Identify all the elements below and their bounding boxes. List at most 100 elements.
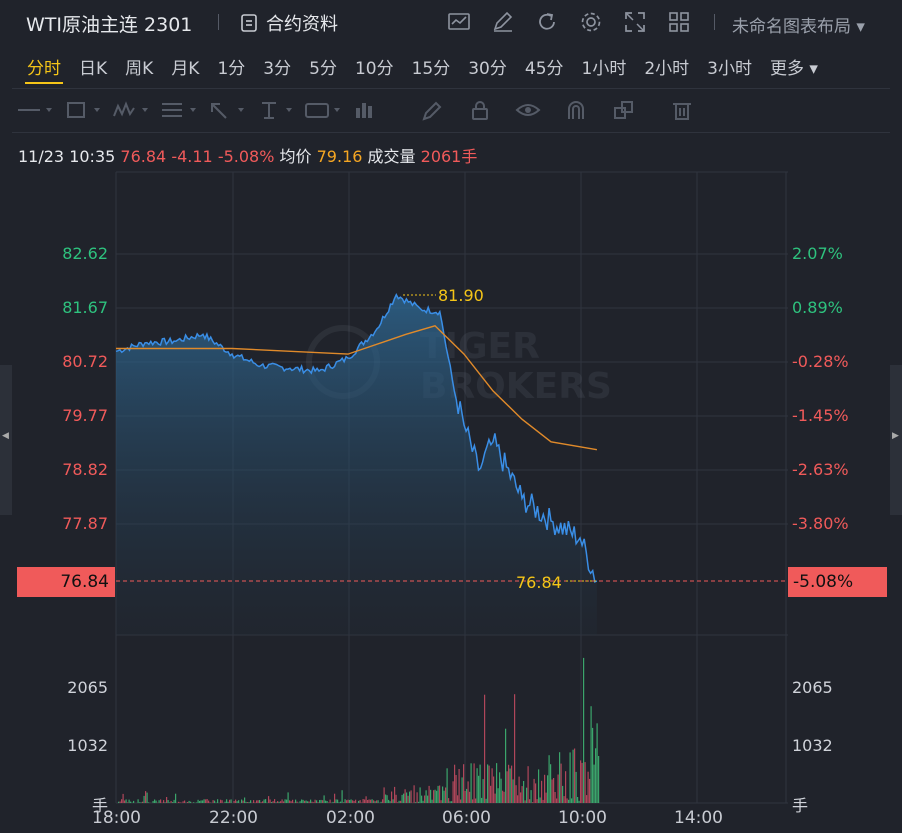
tab-5min[interactable]: 5分	[309, 59, 337, 79]
volume-bar	[164, 802, 166, 803]
header-toolbar	[446, 9, 692, 35]
volume-bar	[569, 752, 571, 803]
volume-bar	[184, 800, 186, 803]
volume-bar	[401, 794, 403, 803]
volume-bar	[127, 802, 129, 803]
caret-down-icon: ▾	[809, 59, 818, 79]
tab-30min[interactable]: 30分	[468, 59, 507, 79]
volume-bar	[256, 800, 258, 803]
volume-bar	[125, 799, 127, 803]
volume-bar	[440, 800, 442, 803]
tab-monthly[interactable]: 月K	[171, 59, 200, 79]
refresh-icon[interactable]	[534, 9, 560, 35]
volume-bar	[595, 748, 597, 803]
quote-change-pct: -5.08%	[217, 147, 275, 166]
tab-45min[interactable]: 45分	[524, 59, 564, 79]
brush-icon	[422, 101, 442, 121]
right-panel-toggle[interactable]: ▶	[890, 365, 902, 515]
volume-bar	[293, 802, 295, 803]
tab-weekly[interactable]: 周K	[125, 59, 154, 79]
text-tool[interactable]	[252, 95, 300, 125]
indicator-icon[interactable]	[446, 9, 472, 35]
volume-bar	[227, 801, 229, 803]
volume-bar	[593, 764, 595, 803]
tab-more[interactable]: 更多 ▾	[761, 54, 827, 82]
chevron-right-icon: ▶	[892, 431, 899, 441]
volume-bar	[359, 800, 361, 803]
volume-bar	[458, 769, 460, 803]
left-panel-toggle[interactable]: ◀	[0, 365, 12, 515]
bar-chart-icon	[356, 103, 372, 118]
volume-unit-right: 手	[792, 796, 809, 815]
rect-tool[interactable]	[60, 95, 108, 125]
volume-bar	[463, 764, 465, 803]
volume-bar	[590, 706, 592, 803]
time-tick-5: 10:00	[558, 808, 607, 828]
volume-bar	[158, 800, 160, 803]
volume-bar	[538, 769, 540, 803]
volume-tick-right-2: 1032	[792, 736, 833, 755]
layout-selector[interactable]: 未命名图表布局 ▾	[732, 12, 865, 37]
tab-3hour[interactable]: 3小时	[707, 59, 752, 79]
bar-tool[interactable]	[348, 95, 396, 125]
volume-bar	[584, 762, 586, 803]
fib-tool[interactable]	[156, 95, 204, 125]
grid-layout-icon[interactable]	[666, 9, 692, 35]
visibility-tool[interactable]	[504, 95, 552, 125]
gear-icon[interactable]	[578, 9, 604, 35]
fullscreen-icon[interactable]	[622, 9, 648, 35]
volume-bar	[481, 797, 483, 803]
volume-bar	[272, 801, 274, 803]
volume-bar	[139, 802, 141, 803]
tab-15min[interactable]: 15分	[411, 59, 451, 79]
volume-bar	[413, 785, 415, 803]
volume-bar	[169, 802, 171, 803]
pen-edit-icon[interactable]	[490, 9, 516, 35]
pct-tick-4: -1.45%	[792, 406, 849, 425]
volume-bar	[565, 771, 567, 803]
volume-bar	[370, 799, 372, 803]
volume-bar	[349, 800, 351, 803]
volume-bar	[397, 802, 399, 803]
tab-daily[interactable]: 日K	[79, 59, 108, 79]
rectangle-icon	[67, 102, 100, 118]
line-tool[interactable]	[12, 95, 60, 125]
volume-bar	[163, 800, 165, 803]
label-tool[interactable]	[300, 95, 348, 125]
volume-bar	[289, 800, 291, 803]
divider	[218, 14, 219, 30]
volume-bar	[574, 748, 576, 803]
tab-intraday[interactable]: 分时	[18, 54, 70, 84]
volume-bar	[362, 799, 364, 803]
volume-bar	[313, 802, 315, 803]
tab-10min[interactable]: 10分	[354, 59, 394, 79]
contract-info-button[interactable]: 合约资料	[240, 10, 338, 36]
magnet-tool[interactable]	[552, 95, 600, 125]
volume-bar	[338, 802, 340, 803]
volume-bar	[175, 793, 177, 803]
instrument-title[interactable]: WTI原油主连 2301	[26, 14, 193, 36]
brush-tool[interactable]	[408, 95, 456, 125]
pct-tick-5: -2.63%	[792, 460, 849, 479]
volume-bar	[220, 799, 222, 803]
volume-bar	[469, 791, 471, 803]
tab-1hour[interactable]: 1小时	[581, 59, 627, 79]
wave-tool[interactable]	[108, 95, 156, 125]
volume-bar	[148, 802, 150, 803]
tab-3min[interactable]: 3分	[263, 59, 292, 79]
copy-tool[interactable]	[600, 95, 648, 125]
trash-icon	[673, 103, 691, 120]
volume-bar	[244, 797, 246, 803]
volume-bar	[365, 796, 367, 803]
tab-2hour[interactable]: 2小时	[644, 59, 690, 79]
volume-bar	[419, 787, 421, 803]
arrow-tool[interactable]	[204, 95, 252, 125]
volume-bar	[250, 800, 252, 803]
high-label: 81.90	[438, 286, 484, 305]
volume-bar	[247, 802, 249, 803]
volume-bar	[536, 799, 538, 803]
tab-1min[interactable]: 1分	[217, 59, 246, 79]
lock-tool[interactable]	[456, 95, 504, 125]
delete-tool[interactable]	[658, 95, 706, 125]
